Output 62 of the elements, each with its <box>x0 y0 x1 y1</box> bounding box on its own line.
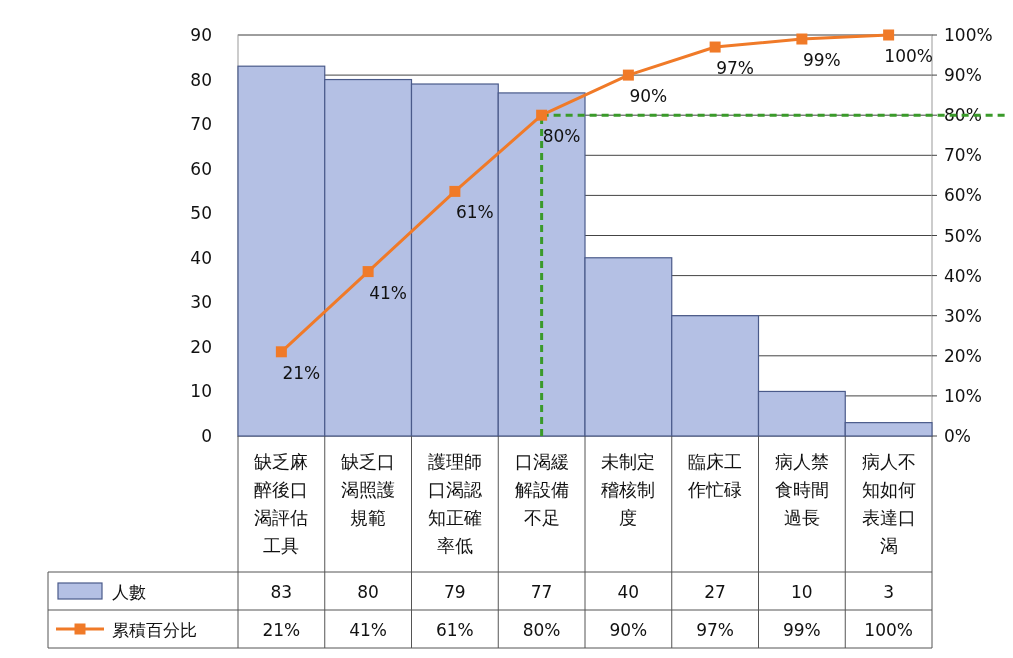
data-label: 21% <box>262 620 301 640</box>
y-tick-label: 70 <box>190 114 212 135</box>
x-tick-label: 口渴緩解設備不足 <box>514 451 569 528</box>
y-tick-label: 90 <box>190 25 212 45</box>
y2-tick-label: 10% <box>944 385 982 406</box>
data-label: 80 <box>357 582 379 602</box>
data-label: 83 <box>270 582 293 602</box>
x-tick-label: 病人不知如何表達口渴 <box>861 451 916 556</box>
point <box>796 33 808 45</box>
text: 100% <box>884 46 933 66</box>
y-tick-label: 10 <box>190 381 212 402</box>
point <box>709 41 721 53</box>
text: 99% <box>802 50 841 71</box>
point <box>449 185 461 197</box>
y-tick-label: 60 <box>190 158 212 179</box>
x-tick-label: 未制定稽核制度 <box>601 451 656 528</box>
y-tick-label: 50 <box>190 203 212 224</box>
data-label: 61% <box>435 620 474 640</box>
data-label: 27 <box>704 582 726 602</box>
data-label: 40 <box>617 582 640 602</box>
text: 80% <box>542 126 581 147</box>
y2-tick-label: 0% <box>944 426 971 446</box>
y2-tick-label: 90% <box>944 65 982 86</box>
text: 97% <box>716 58 755 79</box>
legend-label: 人數 <box>112 582 146 602</box>
data-label: 97% <box>696 620 735 640</box>
data-label: 3 <box>883 582 895 602</box>
point <box>536 109 548 121</box>
data-label: 100% <box>864 620 913 640</box>
legend-label: 累積百分比 <box>112 620 197 640</box>
y2-tick-label: 20% <box>944 345 982 366</box>
text: 41% <box>369 282 408 303</box>
y-tick-label: 80 <box>190 69 212 90</box>
text: 21% <box>282 362 321 383</box>
y2-tick-label: 60% <box>944 185 982 206</box>
data-label: 10 <box>791 582 813 602</box>
data-label: 90% <box>609 620 648 640</box>
data-label: 99% <box>782 620 821 640</box>
point <box>883 29 895 41</box>
x-tick-label: 缺乏口渴照護規範 <box>341 451 396 528</box>
x-tick-label: 護理師口渴認知正確率低 <box>427 451 482 556</box>
x-tick-label: 病人禁食時間過長 <box>774 451 829 528</box>
y-tick-label: 40 <box>190 247 212 268</box>
y-tick-label: 0 <box>201 426 212 446</box>
point <box>622 69 634 81</box>
x-tick-label: 臨床工作忙碌 <box>687 451 743 500</box>
x-tick-label: 缺乏麻醉後口渴評估工具 <box>254 451 309 556</box>
y-tick-label: 20 <box>190 336 212 357</box>
data-label: 80% <box>522 620 561 640</box>
point <box>275 346 287 358</box>
y2-tick-label: 40% <box>944 265 982 286</box>
y-tick-label: 30 <box>190 292 212 313</box>
point <box>362 266 374 278</box>
y2-tick-label: 70% <box>944 145 982 166</box>
text: 90% <box>629 86 668 107</box>
y2-tick-label: 30% <box>944 305 982 326</box>
data-label: 41% <box>349 620 388 640</box>
y2-tick-label: 100% <box>944 25 993 45</box>
data-label: 77 <box>530 582 553 602</box>
y2-tick-label: 50% <box>944 225 982 246</box>
data-label: 79 <box>444 582 466 602</box>
text: 61% <box>455 202 494 223</box>
